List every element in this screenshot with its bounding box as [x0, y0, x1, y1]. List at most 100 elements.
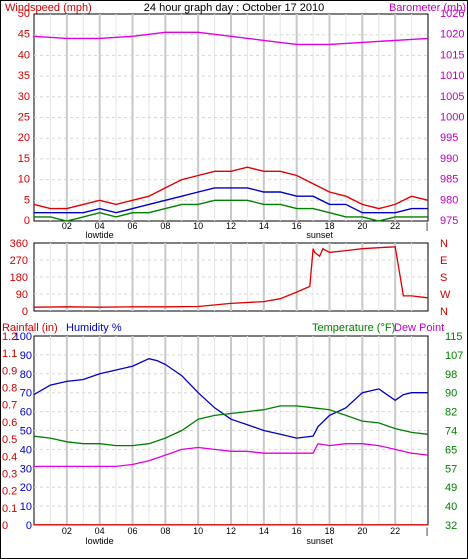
rainfall-axis-label: Rainfall (in) — [2, 322, 58, 334]
compass-tick-label: S — [440, 272, 447, 284]
windspeed-tick-label: 35 — [18, 70, 30, 82]
x-tick-label: 12 — [226, 526, 236, 536]
temperature-tick-label: 115 — [445, 331, 463, 343]
series-line-wind-gust — [34, 187, 428, 214]
windspeed-tick-label: 5 — [24, 194, 30, 206]
temperature-tick-label: 40 — [445, 501, 457, 513]
temperature-tick-label: 107 — [445, 350, 463, 362]
humidity-tick-label: 90 — [20, 350, 32, 362]
barometer-tick-label: 1026 — [440, 8, 464, 20]
marker-label-sunset: sunset — [306, 536, 333, 546]
temperature-tick-label: 74 — [445, 426, 457, 438]
humidity-axis-label: Humidity % — [66, 322, 122, 334]
humidity-tick-label: 40 — [20, 444, 32, 456]
rainfall-tick-label: 0.7 — [2, 400, 17, 412]
series-line-humidity- — [33, 358, 428, 439]
x-tick-label: 14 — [259, 221, 269, 231]
humidity-tick-label: 0 — [26, 520, 32, 532]
compass-tick-label: N — [440, 238, 448, 250]
windspeed-tick-label: 50 — [18, 8, 30, 20]
x-tick-label: | — [426, 221, 428, 231]
rainfall-tick-label: 0.5 — [2, 434, 17, 446]
rainfall-tick-label: 0.1 — [2, 503, 17, 515]
barometer-tick-label: 975 — [440, 215, 458, 227]
windspeed-tick-label: 10 — [18, 174, 30, 186]
compass-tick-label: E — [440, 255, 447, 267]
x-tick-label: 10 — [193, 526, 203, 536]
rainfall-tick-label: 0.9 — [2, 365, 17, 377]
series-line-wind-average — [34, 199, 428, 222]
rainfall-tick-label: 0 — [2, 520, 8, 532]
rainfall-tick-label: 0.6 — [2, 417, 17, 429]
windspeed-tick-label: 40 — [18, 49, 30, 61]
humidity-tick-label: 30 — [20, 463, 32, 475]
x-tick-label: 04 — [95, 526, 105, 536]
rainfall-tick-label: 0.4 — [2, 451, 17, 463]
compass-tick-label: N — [440, 306, 448, 318]
direction-tick-label: 0 — [22, 306, 28, 318]
marker-label-lowtide: lowtide — [86, 536, 114, 546]
temperature-tick-label: 57 — [445, 463, 457, 475]
barometer-tick-label: 980 — [440, 194, 458, 206]
humidity-tick-label: 80 — [20, 369, 32, 381]
windspeed-tick-label: 0 — [24, 215, 30, 227]
direction-tick-label: 180 — [10, 272, 28, 284]
direction-tick-label: 270 — [10, 255, 28, 267]
direction-tick-label: 360 — [10, 238, 28, 250]
barometer-tick-label: 1020 — [440, 29, 464, 41]
humidity-tick-label: 70 — [20, 388, 32, 400]
x-tick-label: 04 — [95, 221, 105, 231]
x-tick-label: 18 — [324, 221, 334, 231]
windspeed-tick-label: 15 — [18, 153, 30, 165]
x-tick-label: 12 — [226, 221, 236, 231]
x-tick-label: 22 — [390, 526, 400, 536]
rainfall-tick-label: 0.3 — [2, 468, 17, 480]
x-tick-label: 02 — [62, 526, 72, 536]
x-tick-label: 02 — [62, 221, 72, 231]
compass-tick-label: W — [440, 289, 451, 301]
temperature-tick-label: 82 — [445, 407, 457, 419]
x-tick-label: 06 — [127, 221, 137, 231]
humidity-tick-label: 50 — [20, 426, 32, 438]
x-tick-label: 22 — [390, 221, 400, 231]
windspeed-tick-label: 30 — [18, 91, 30, 103]
series-line-dew-point — [34, 442, 429, 468]
windspeed-tick-label: 45 — [18, 29, 30, 41]
x-tick-label: 16 — [292, 221, 302, 231]
x-tick-label: | — [426, 526, 428, 536]
barometer-tick-label: 1000 — [440, 112, 464, 124]
temperature-tick-label: 98 — [445, 369, 457, 381]
direction-tick-label: 90 — [16, 289, 28, 301]
barometer-tick-label: 990 — [440, 153, 458, 165]
humidity-tick-label: 20 — [20, 482, 32, 494]
barometer-tick-label: 1010 — [440, 70, 464, 82]
humidity-tick-label: 10 — [20, 501, 32, 513]
x-tick-label: 06 — [127, 526, 137, 536]
barometer-axis-label: Barometer (mb) — [389, 2, 466, 14]
temperature-tick-label: 32 — [445, 520, 457, 532]
rainfall-tick-label: 0.2 — [2, 486, 17, 498]
windspeed-tick-label: 25 — [18, 112, 30, 124]
temperature-tick-label: 90 — [445, 388, 457, 400]
rainfall-tick-label: 0.8 — [2, 383, 17, 395]
rainfall-tick-label: 1.2 — [2, 331, 17, 343]
barometer-tick-label: 1005 — [440, 91, 464, 103]
barometer-tick-label: 1015 — [440, 49, 464, 61]
humidity-tick-label: 60 — [20, 407, 32, 419]
barometer-tick-label: 995 — [440, 132, 458, 144]
windspeed-axis-label: Windspeed (mph) — [5, 2, 92, 14]
series-line-barometer-mb- — [33, 31, 429, 46]
series-line-temperature-f- — [33, 405, 429, 447]
temperature-tick-label: 49 — [445, 482, 457, 494]
series-line-windspeed-mph- — [33, 166, 429, 210]
rainfall-tick-label: 1.1 — [2, 348, 17, 360]
x-tick-label: 14 — [259, 526, 269, 536]
x-tick-label: 20 — [357, 526, 367, 536]
windspeed-tick-label: 20 — [18, 132, 30, 144]
barometer-tick-label: 985 — [440, 174, 458, 186]
marker-label-sunset: sunset — [306, 230, 333, 240]
title: 24 hour graph day : October 17 2010 — [144, 2, 324, 14]
temperature-tick-label: 65 — [445, 444, 457, 456]
x-tick-label: 20 — [357, 221, 367, 231]
